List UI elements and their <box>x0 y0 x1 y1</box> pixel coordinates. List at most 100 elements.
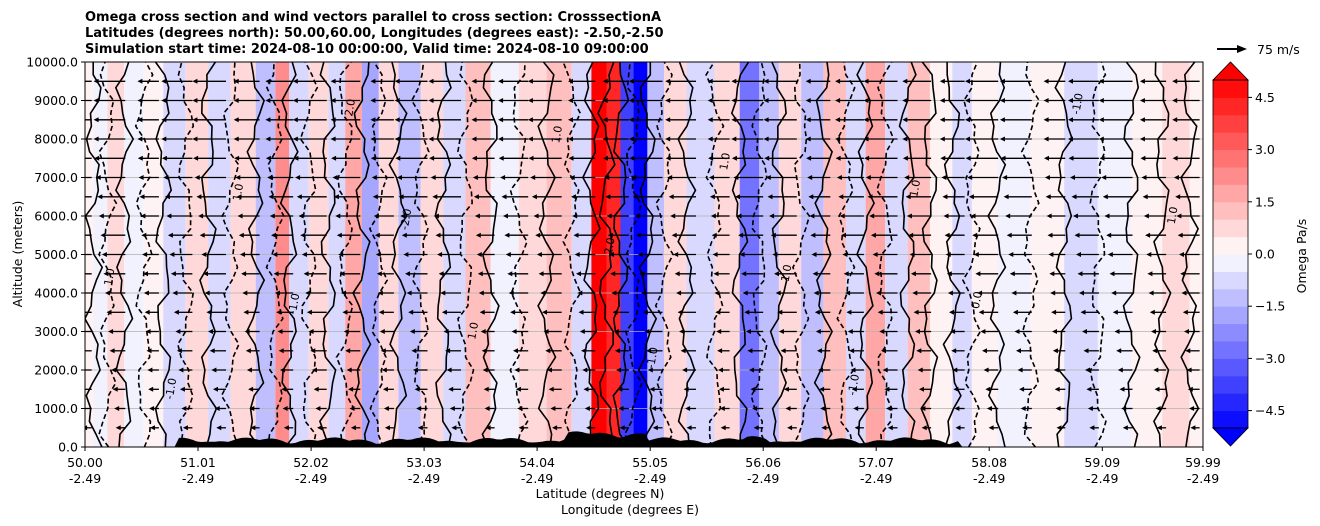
wind-vector-head <box>665 136 671 142</box>
wind-vector-head <box>910 271 916 277</box>
y-tick-label: 7000.0 <box>34 170 78 185</box>
wind-vector-head <box>277 329 283 334</box>
wind-vector-head <box>915 329 920 334</box>
wind-vector-head <box>448 386 454 392</box>
wind-vector-head <box>646 348 652 354</box>
wind-vector-head <box>1104 213 1110 219</box>
wind-vector-head <box>747 348 753 354</box>
contour-label: -1.0 <box>1069 92 1086 115</box>
wind-vector-head <box>1173 175 1179 180</box>
x-axis-ticks: 50.00-2.4951.01-2.4952.02-2.4953.03-2.49… <box>67 447 1221 486</box>
wind-vector-head <box>95 175 101 180</box>
wind-vector-head <box>527 98 533 103</box>
wind-vector-head <box>736 213 742 219</box>
wind-vector-head <box>137 78 143 84</box>
wind-vector-head <box>1071 194 1077 200</box>
wind-vector-head <box>1017 367 1023 373</box>
wind-vector-head <box>111 367 117 373</box>
wind-vector-head <box>540 290 546 296</box>
wind-vector-head <box>965 117 970 123</box>
wind-vector-head <box>568 98 573 103</box>
wind-vector-head <box>945 252 951 257</box>
wind-vector-head <box>777 309 783 315</box>
wind-vector-head <box>500 175 506 180</box>
wind-vector-head <box>308 329 314 334</box>
contour-label: 1.0 <box>1165 206 1181 225</box>
wind-vector-head <box>1044 175 1050 180</box>
wind-vector-head <box>342 309 348 315</box>
wind-vector-head <box>348 386 354 392</box>
wind-vector-head <box>1043 117 1049 123</box>
wind-vector-head <box>478 290 484 296</box>
wind-vector-head <box>769 213 775 219</box>
wind-vector-head <box>1172 117 1178 123</box>
wind-vector-head <box>576 271 581 277</box>
colorbar-segment <box>1213 184 1248 203</box>
wind-vector-head <box>146 348 152 354</box>
wind-vector-head <box>731 117 737 123</box>
wind-vector-head <box>1002 175 1008 180</box>
wind-vector-head <box>398 194 404 200</box>
wind-vector-head <box>518 425 524 431</box>
y-tick-label: 2000.0 <box>34 363 78 378</box>
wind-vector-head <box>912 290 918 296</box>
wind-vector-head <box>709 194 715 200</box>
wind-vector-head <box>428 78 434 84</box>
wind-vector-head <box>647 367 653 373</box>
wind-vector-head <box>851 386 857 392</box>
wind-vector-head <box>846 309 852 315</box>
wind-vector-head <box>310 348 316 354</box>
wind-vector-head <box>812 271 818 277</box>
wind-vector-head <box>568 136 573 142</box>
wind-vector-head <box>1148 290 1154 296</box>
omega-contour-line <box>987 62 1007 447</box>
wind-vector-head <box>440 290 446 296</box>
wind-vector-head <box>161 136 167 142</box>
omega-contour-line <box>368 62 389 447</box>
wind-vector-head <box>163 175 169 180</box>
wind-vector-head <box>409 329 415 334</box>
wind-vector-head <box>296 194 302 200</box>
x-axis-label-latitude: Latitude (degrees N) <box>536 486 665 501</box>
wind-vector-head <box>140 213 146 219</box>
wind-vector-head <box>712 252 718 257</box>
wind-vector-head <box>1112 309 1118 315</box>
contour-label: 1.0 <box>717 152 733 171</box>
wind-vector-head <box>869 213 875 219</box>
wind-vector-head <box>446 367 452 373</box>
x-tick-label-latitude: 59.99 <box>1185 455 1221 470</box>
wind-vector-head <box>1068 136 1073 142</box>
wind-vector-head <box>977 290 983 296</box>
wind-vector-head <box>1080 309 1086 315</box>
wind-vector-head <box>93 117 99 123</box>
x-tick-label-longitude: -2.49 <box>973 471 1005 486</box>
wind-vector-head <box>1180 271 1186 277</box>
contour-label: -1.0 <box>644 346 661 369</box>
wind-vector-head <box>394 78 400 84</box>
wind-vector-head <box>282 406 288 411</box>
wind-vector-head <box>819 386 825 392</box>
wind-vector-head <box>583 386 589 392</box>
wind-vector-head <box>1146 252 1152 257</box>
colorbar-segment <box>1213 167 1248 185</box>
wind-vector-head <box>552 425 558 431</box>
wind-vector-head <box>602 136 608 142</box>
wind-vector-head <box>584 406 590 411</box>
colorbar-segment <box>1213 254 1248 272</box>
wind-vector-head <box>306 309 312 315</box>
wind-vector-head <box>902 136 908 142</box>
wind-vector-head <box>383 406 389 411</box>
wind-vector-head <box>719 406 725 411</box>
wind-vector-head <box>550 406 556 411</box>
wind-vector-head <box>568 117 573 123</box>
wind-vector-head <box>267 175 273 180</box>
wind-vector-head <box>137 136 143 142</box>
colorbar-segment <box>1213 306 1248 325</box>
wind-vector-head <box>805 117 811 123</box>
wind-vector-head <box>233 98 239 103</box>
wind-vector-head <box>1019 386 1025 392</box>
wind-vector-head <box>137 155 143 161</box>
wind-vector-head <box>408 309 414 315</box>
omega-contour-line <box>791 62 811 447</box>
wind-vector-head <box>815 329 821 334</box>
